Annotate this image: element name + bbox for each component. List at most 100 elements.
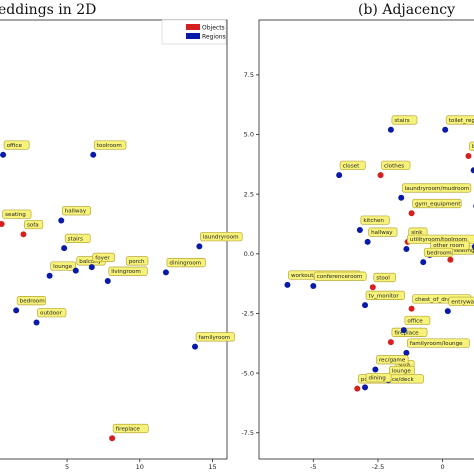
right-scatter-panel: -5 -2.5 0 7.5 5.0 2.5 0.0 -2.5 -5.0 -7.5 clothes g… — [241, 19, 474, 471]
point-label: familyroom — [199, 335, 231, 341]
point-label: toolroom — [97, 143, 122, 149]
point-label-box — [401, 183, 472, 193]
point-label: bedroom — [20, 299, 45, 305]
region-point — [104, 277, 111, 284]
point-label-box — [61, 206, 92, 216]
data-point-group: kitchen — [356, 215, 390, 233]
x-tick-label: 0 — [441, 463, 445, 471]
data-point-group: diningroom — [162, 257, 206, 276]
point-label: laundryroom — [203, 235, 239, 241]
data-point-group: laundryroom — [196, 232, 243, 250]
region-point — [0, 151, 7, 158]
region-point — [403, 349, 410, 356]
data-point-group: entryway/foyer/lobby — [444, 296, 474, 315]
right-axis-ticks: -5 -2.5 0 7.5 5.0 2.5 0.0 -2.5 -5.0 -7.5 — [241, 71, 444, 471]
object-point — [465, 152, 472, 159]
point-label-box — [391, 327, 428, 337]
left-panel-title: eddings in 2D — [0, 2, 96, 18]
region-point — [58, 217, 65, 224]
data-point-group: stairs — [61, 233, 91, 252]
y-tick-label: -2.5 — [241, 310, 254, 318]
region-point — [372, 366, 379, 373]
data-point-group: office — [0, 140, 30, 158]
point-label: conferenceroom — [317, 274, 363, 280]
point-label: foyer — [95, 255, 110, 261]
region-point — [400, 327, 407, 334]
point-label: utilityroom/toolroom — [410, 237, 467, 243]
region-point — [284, 281, 291, 288]
data-point-group: hallway — [58, 206, 92, 224]
point-label: laundryroom/mudroom — [405, 186, 470, 192]
data-point-group: bedroom — [420, 247, 454, 266]
data-point-group: conferenceroom — [310, 271, 367, 290]
point-label: toilet_region — [449, 118, 474, 124]
legend-label-objects: Objects — [202, 25, 225, 32]
region-point — [356, 226, 363, 233]
data-point-group: foyer — [88, 252, 115, 271]
data-point-group: fireplace — [109, 423, 149, 442]
point-label: sink — [411, 230, 423, 236]
y-tick-label: -7.5 — [241, 429, 254, 437]
data-point-group: dining — [362, 373, 392, 391]
point-label-box — [50, 261, 77, 271]
legend-swatch-regions — [186, 33, 200, 39]
point-label: chest_of_drawers — [415, 297, 464, 303]
point-label: lounge — [392, 368, 412, 374]
y-tick-label: 5.0 — [244, 131, 254, 139]
point-label-box — [448, 296, 474, 306]
y-tick-label: -5.0 — [241, 369, 254, 377]
region-point — [196, 243, 203, 250]
data-point-group: bathroom — [470, 167, 474, 174]
object-point — [109, 435, 116, 442]
point-label-box — [365, 290, 405, 300]
point-label: diningroom — [169, 261, 201, 267]
point-label-box — [92, 252, 115, 263]
point-label-box — [200, 232, 243, 242]
point-label-box — [365, 373, 392, 383]
region-point — [471, 243, 474, 250]
point-label: bathtub — [472, 144, 474, 150]
point-label-box — [108, 266, 148, 276]
point-label-box — [112, 423, 149, 434]
right-points: clothes gym_equipment bathtub sink seating st… — [284, 115, 474, 392]
region-point — [362, 384, 369, 391]
point-label-box — [407, 338, 470, 348]
point-label: rec/game — [379, 358, 406, 364]
data-point-group: lounge — [46, 261, 77, 279]
region-point — [61, 245, 68, 252]
region-point — [387, 126, 394, 133]
data-point-group: seating — [0, 209, 32, 227]
point-label-box — [360, 215, 390, 225]
region-point — [33, 319, 40, 326]
point-label: kitchen — [363, 218, 384, 224]
object-point — [387, 339, 394, 346]
data-point-group: gym_equipment — [408, 198, 462, 217]
object-point — [447, 256, 454, 263]
point-label-box — [37, 308, 67, 318]
data-point-group: hallway — [364, 227, 398, 245]
left-x-ticks: 5 10 15 — [65, 459, 217, 471]
point-label: entryway/foyer/lobby — [451, 299, 474, 305]
point-label: livingroom — [111, 269, 141, 275]
point-label: office — [7, 143, 23, 149]
point-label-box — [64, 233, 91, 243]
y-tick-label: 7.5 — [244, 71, 254, 79]
point-label-box — [313, 271, 367, 281]
data-point-group: toolroom — [90, 140, 127, 158]
data-point-group: laundryroom/mudroom — [398, 183, 472, 201]
data-point-group: office — [400, 315, 431, 334]
point-label-box — [166, 257, 206, 268]
region-point — [398, 194, 405, 201]
region-point — [470, 167, 474, 174]
region-point — [162, 269, 169, 276]
data-point-group: familyroom/lounge — [403, 338, 470, 356]
point-label: gym_equipment — [415, 201, 461, 207]
point-label: stairs — [394, 118, 409, 124]
legend: Objects Regions — [161, 19, 227, 45]
region-point — [442, 126, 449, 133]
x-tick-label: 5 — [65, 463, 69, 471]
point-label: clothes — [384, 163, 404, 169]
x-tick-label: -2.5 — [372, 463, 385, 471]
y-tick-label: 0.0 — [244, 250, 254, 258]
point-label-box — [93, 140, 127, 150]
